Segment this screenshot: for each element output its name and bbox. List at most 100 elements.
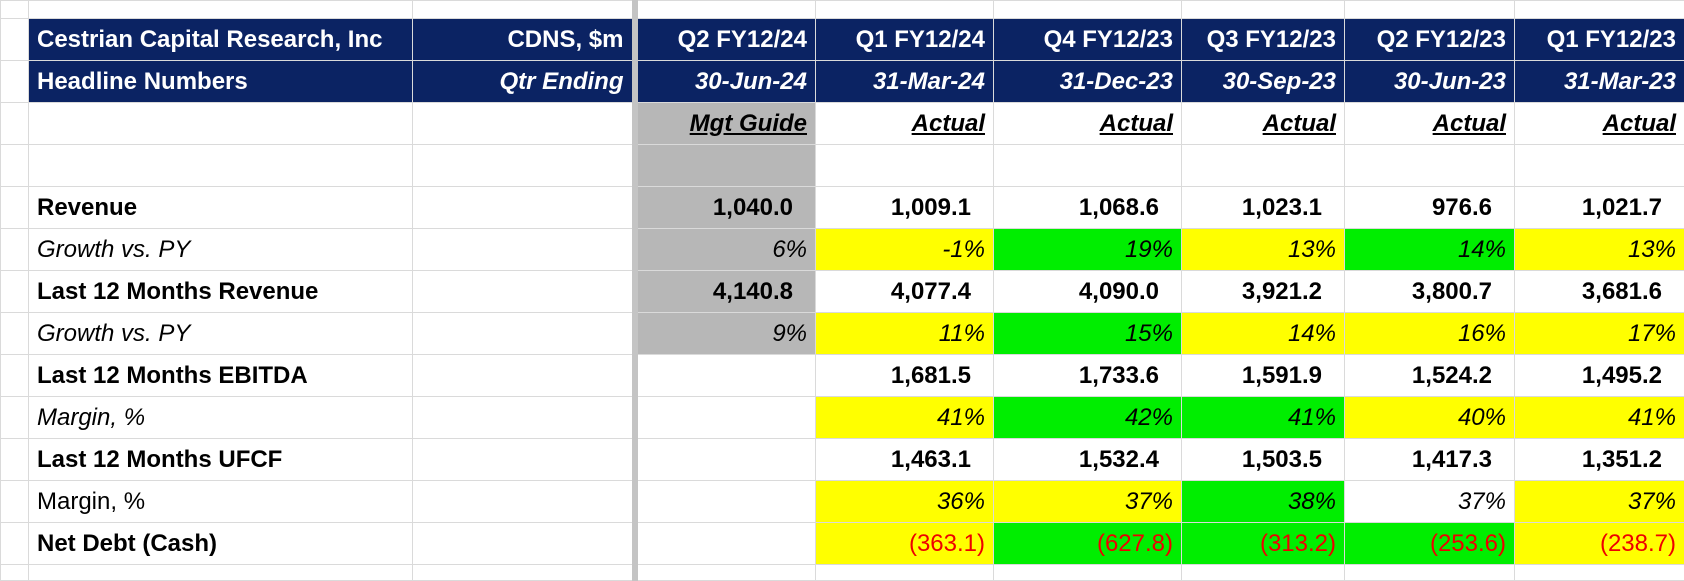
cell[interactable]: [413, 187, 635, 229]
cell[interactable]: [1, 439, 29, 481]
row-label[interactable]: Margin, %: [29, 397, 413, 439]
cell[interactable]: [413, 271, 635, 313]
basis-cell[interactable]: Actual: [816, 103, 994, 145]
value-cell[interactable]: 14%: [1182, 313, 1345, 355]
value-cell[interactable]: 37%: [1515, 481, 1684, 523]
cell[interactable]: [1, 229, 29, 271]
cell[interactable]: [1182, 565, 1345, 581]
value-cell[interactable]: (313.2): [1182, 523, 1345, 565]
cell[interactable]: [816, 145, 994, 187]
cell[interactable]: [413, 229, 635, 271]
value-cell[interactable]: 11%: [816, 313, 994, 355]
cell[interactable]: [1, 145, 29, 187]
cell[interactable]: [1182, 1, 1345, 19]
cell[interactable]: [1, 481, 29, 523]
cell[interactable]: [413, 103, 635, 145]
quarter-header-cell[interactable]: Q2 FY12/23: [1345, 19, 1515, 61]
quarter-header-cell[interactable]: Q4 FY12/23: [994, 19, 1182, 61]
value-cell[interactable]: 36%: [816, 481, 994, 523]
value-cell[interactable]: (238.7): [1515, 523, 1684, 565]
value-cell[interactable]: 37%: [994, 481, 1182, 523]
cell[interactable]: [413, 313, 635, 355]
value-cell[interactable]: 19%: [994, 229, 1182, 271]
row-label[interactable]: Last 12 Months UFCF: [29, 439, 413, 481]
value-cell[interactable]: 17%: [1515, 313, 1684, 355]
value-cell[interactable]: 37%: [1345, 481, 1515, 523]
cell[interactable]: [816, 1, 994, 19]
cell[interactable]: [1345, 565, 1515, 581]
qtr-ending-cell[interactable]: Qtr Ending: [413, 61, 635, 103]
cell[interactable]: [1515, 1, 1684, 19]
cell[interactable]: [1515, 145, 1684, 187]
value-cell[interactable]: (363.1): [816, 523, 994, 565]
value-cell[interactable]: 1,495.2: [1515, 355, 1684, 397]
cell[interactable]: [29, 103, 413, 145]
cell[interactable]: [994, 1, 1182, 19]
date-header-cell[interactable]: 31-Mar-23: [1515, 61, 1684, 103]
value-cell[interactable]: (253.6): [1345, 523, 1515, 565]
cell[interactable]: [1, 523, 29, 565]
cell[interactable]: [413, 481, 635, 523]
quarter-header-cell[interactable]: Q2 FY12/24: [635, 19, 816, 61]
value-cell[interactable]: 14%: [1345, 229, 1515, 271]
row-label[interactable]: Revenue: [29, 187, 413, 229]
value-cell[interactable]: 4,077.4: [816, 271, 994, 313]
value-cell[interactable]: 1,351.2: [1515, 439, 1684, 481]
value-cell[interactable]: 3,681.6: [1515, 271, 1684, 313]
cell[interactable]: [635, 565, 816, 581]
cell[interactable]: [413, 145, 635, 187]
value-cell[interactable]: 1,591.9: [1182, 355, 1345, 397]
value-cell[interactable]: 38%: [1182, 481, 1345, 523]
cell[interactable]: [635, 1, 816, 19]
quarter-header-cell[interactable]: Q1 FY12/24: [816, 19, 994, 61]
cell[interactable]: [1345, 1, 1515, 19]
value-cell[interactable]: [635, 355, 816, 397]
value-cell[interactable]: [635, 439, 816, 481]
value-cell[interactable]: 41%: [1182, 397, 1345, 439]
cell[interactable]: [1, 313, 29, 355]
value-cell[interactable]: 1,021.7: [1515, 187, 1684, 229]
cell[interactable]: [413, 439, 635, 481]
value-cell[interactable]: 41%: [1515, 397, 1684, 439]
cell[interactable]: [29, 565, 413, 581]
cell[interactable]: [1182, 145, 1345, 187]
value-cell[interactable]: 1,023.1: [1182, 187, 1345, 229]
cell[interactable]: [994, 145, 1182, 187]
value-cell[interactable]: 1,524.2: [1345, 355, 1515, 397]
cell[interactable]: [29, 1, 413, 19]
value-cell[interactable]: [635, 523, 816, 565]
value-cell[interactable]: (627.8): [994, 523, 1182, 565]
cell[interactable]: [1, 61, 29, 103]
row-label[interactable]: Margin, %: [29, 481, 413, 523]
date-header-cell[interactable]: 30-Sep-23: [1182, 61, 1345, 103]
row-label[interactable]: Last 12 Months Revenue: [29, 271, 413, 313]
row-label[interactable]: Growth vs. PY: [29, 313, 413, 355]
date-header-cell[interactable]: 31-Mar-24: [816, 61, 994, 103]
basis-cell[interactable]: Actual: [1515, 103, 1684, 145]
value-cell[interactable]: 15%: [994, 313, 1182, 355]
row-label[interactable]: Net Debt (Cash): [29, 523, 413, 565]
date-header-cell[interactable]: 30-Jun-24: [635, 61, 816, 103]
value-cell[interactable]: 1,009.1: [816, 187, 994, 229]
basis-cell[interactable]: Actual: [1182, 103, 1345, 145]
row-label[interactable]: Last 12 Months EBITDA: [29, 355, 413, 397]
cell[interactable]: [1345, 145, 1515, 187]
value-cell[interactable]: 976.6: [1345, 187, 1515, 229]
cell[interactable]: [1, 103, 29, 145]
cell[interactable]: [1, 397, 29, 439]
cell[interactable]: [413, 1, 635, 19]
cell[interactable]: [635, 145, 816, 187]
value-cell[interactable]: -1%: [816, 229, 994, 271]
subtitle-cell[interactable]: Headline Numbers: [29, 61, 413, 103]
basis-cell[interactable]: Actual: [994, 103, 1182, 145]
value-cell[interactable]: 1,068.6: [994, 187, 1182, 229]
value-cell[interactable]: 41%: [816, 397, 994, 439]
value-cell[interactable]: [635, 397, 816, 439]
quarter-header-cell[interactable]: Q1 FY12/23: [1515, 19, 1684, 61]
value-cell[interactable]: 3,921.2: [1182, 271, 1345, 313]
cell[interactable]: [1, 19, 29, 61]
value-cell[interactable]: 40%: [1345, 397, 1515, 439]
value-cell[interactable]: 1,417.3: [1345, 439, 1515, 481]
date-header-cell[interactable]: 31-Dec-23: [994, 61, 1182, 103]
cell[interactable]: [29, 145, 413, 187]
